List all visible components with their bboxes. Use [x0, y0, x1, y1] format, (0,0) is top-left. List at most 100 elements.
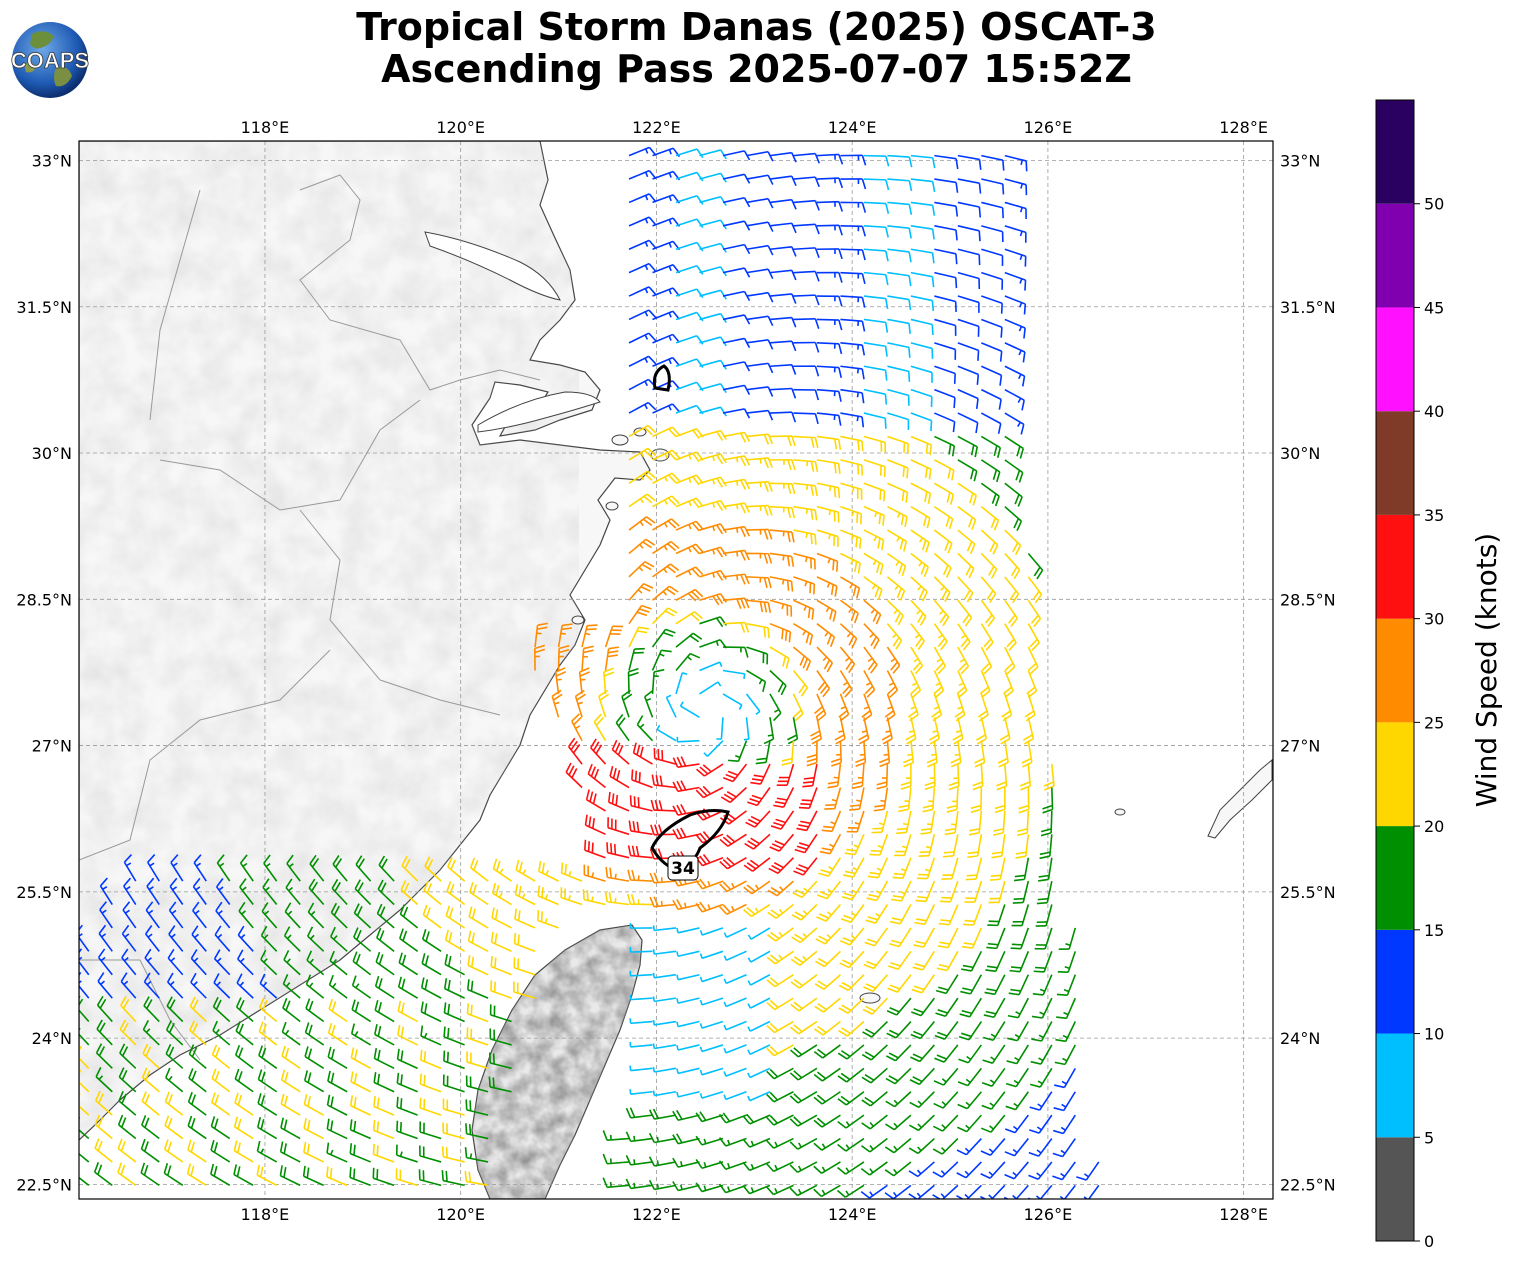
wind-barb — [120, 996, 137, 1023]
wind-barb — [838, 693, 850, 722]
lon-tick-label-top: 120°E — [436, 118, 485, 137]
wind-barb — [515, 859, 536, 882]
wind-barb — [282, 997, 301, 1023]
wind-barb — [744, 833, 771, 850]
wind-barb — [676, 1044, 700, 1051]
wind-barb — [747, 974, 771, 986]
wind-barb — [816, 482, 841, 499]
wind-barb — [769, 669, 787, 696]
wind-barb — [745, 693, 761, 716]
wind-barb — [720, 786, 748, 804]
wind-barb — [863, 435, 887, 453]
wind-barb — [628, 216, 657, 227]
wind-barb — [980, 388, 1002, 410]
wind-barb — [260, 949, 278, 976]
wind-barb — [913, 927, 936, 948]
wind-barb — [699, 523, 727, 535]
lat-tick-label-right: 27°N — [1280, 737, 1320, 756]
wind-barb — [817, 880, 842, 900]
wind-barb — [769, 622, 792, 643]
wind-barb — [488, 1052, 512, 1070]
lat-tick-label-left: 25.5°N — [16, 883, 72, 902]
wind-barb — [187, 1115, 207, 1140]
wind-barb — [789, 1161, 818, 1174]
wind-barb — [862, 1020, 888, 1038]
wind-barb — [397, 1024, 418, 1046]
wind-barb — [628, 355, 657, 367]
wind-barb — [96, 1019, 113, 1046]
wind-barb — [769, 482, 796, 495]
wind-barb — [742, 1161, 771, 1172]
wind-barb — [1030, 1044, 1053, 1065]
wind-barbs[interactable] — [71, 146, 1100, 1203]
wind-barb — [746, 504, 773, 516]
wind-barb — [746, 291, 774, 303]
wind-barb — [628, 538, 656, 555]
wind-barb — [168, 901, 184, 929]
wind-barb — [93, 1162, 113, 1186]
wind-barb — [1031, 997, 1053, 1019]
wind-barb — [887, 154, 913, 168]
wind-barb — [910, 225, 935, 240]
wind-barb — [330, 926, 348, 952]
lat-tick-label-right: 30°N — [1280, 444, 1320, 463]
wind-barb — [699, 336, 727, 347]
lat-tick-label-left: 24°N — [32, 1029, 72, 1048]
wind-barb — [860, 1137, 888, 1153]
wind-barb — [946, 787, 959, 813]
wind-barb — [164, 1091, 184, 1116]
wind-barb — [960, 974, 983, 995]
wind-barb — [887, 295, 912, 311]
wind-barb — [790, 950, 818, 966]
title-line-2: Ascending Pass 2025-07-07 15:52Z — [381, 47, 1132, 91]
wind-barb — [742, 1184, 771, 1195]
wind-barb — [675, 543, 704, 555]
wind-barb — [840, 201, 867, 213]
wind-barb — [629, 947, 653, 953]
wind-barb — [262, 878, 278, 906]
wind-barb — [233, 1116, 254, 1140]
wind-barb — [651, 628, 676, 648]
wind-barb — [816, 200, 844, 212]
wind-barb — [981, 318, 1003, 338]
wind-barb — [95, 1067, 113, 1093]
wind-barb — [791, 927, 818, 944]
wind-barb — [699, 1067, 724, 1076]
wind-barb — [1004, 154, 1028, 172]
wind-barb — [790, 974, 818, 989]
zhoushan-islands — [571, 427, 1126, 1004]
wind-barb — [959, 997, 983, 1018]
wind-barb — [965, 857, 983, 881]
wind-barb — [887, 459, 909, 479]
wind-barb — [351, 975, 372, 999]
wind-barb — [910, 295, 935, 312]
wind-barb — [910, 482, 932, 504]
wind-barb — [957, 623, 971, 651]
colorbar-tick-label: 10 — [1424, 1025, 1444, 1044]
wind-barb — [187, 1139, 207, 1163]
lon-tick-label-bottom: 118°E — [241, 1205, 290, 1224]
wind-barb — [1036, 880, 1053, 905]
wind-barb — [793, 529, 817, 545]
wind-barb — [888, 950, 912, 971]
axis-ticks: 118°E 118°E 120°E 120°E 122°E 122°E 124°E 124°E… — [16, 118, 1335, 1224]
map-area[interactable]: 34 — [71, 141, 1273, 1210]
wind-barb — [695, 878, 724, 890]
wind-barb — [679, 701, 700, 718]
wind-barb — [747, 950, 771, 963]
wind-barb — [910, 248, 935, 264]
wind-barb — [141, 1067, 160, 1093]
wind-barb — [887, 482, 909, 503]
wind-barb — [99, 901, 113, 929]
wind-barb — [746, 197, 774, 209]
wind-barb — [1004, 178, 1028, 196]
wind-barb — [928, 717, 941, 745]
wind-barb — [840, 412, 865, 428]
wind-barb — [886, 599, 904, 626]
wind-barb — [99, 877, 113, 905]
wind-barb — [332, 855, 348, 882]
wind-barb — [863, 178, 890, 191]
wind-barb — [861, 693, 873, 722]
wind-barb — [746, 480, 773, 493]
